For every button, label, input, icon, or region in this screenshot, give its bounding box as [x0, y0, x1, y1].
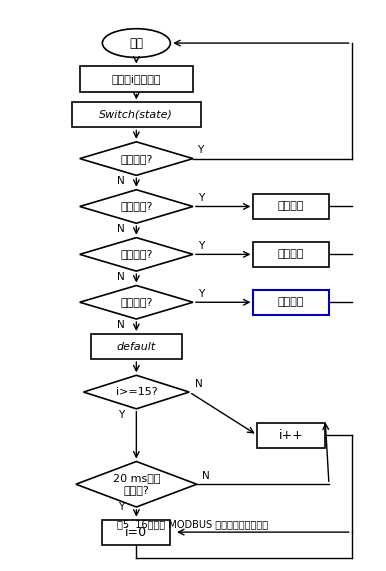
Bar — [72, 102, 201, 127]
Bar — [91, 334, 182, 359]
Text: 错误处理: 错误处理 — [278, 297, 305, 307]
Text: Y: Y — [118, 502, 124, 512]
Text: i=0: i=0 — [125, 526, 147, 538]
Text: 端口空闲?: 端口空闲? — [120, 154, 152, 164]
Text: 接收超时?: 接收超时? — [120, 250, 152, 259]
Polygon shape — [80, 190, 193, 223]
Text: Y: Y — [197, 145, 204, 155]
Text: i>=15?: i>=15? — [115, 387, 157, 397]
Text: Y: Y — [198, 289, 205, 299]
Polygon shape — [76, 461, 197, 507]
Text: 20 ms定时
时间到?: 20 ms定时 时间到? — [113, 473, 160, 495]
Text: N: N — [195, 379, 203, 389]
Text: N: N — [117, 320, 125, 330]
Bar — [254, 194, 329, 219]
Text: N: N — [117, 272, 125, 282]
Text: 开始: 开始 — [129, 37, 143, 50]
Text: Y: Y — [118, 410, 124, 420]
Bar — [80, 66, 193, 91]
Polygon shape — [80, 286, 193, 319]
Text: Y: Y — [198, 193, 205, 203]
Text: N: N — [202, 471, 210, 481]
Text: Y: Y — [198, 241, 205, 251]
Text: 接收成功?: 接收成功? — [120, 202, 152, 211]
Text: N: N — [117, 176, 125, 186]
Text: 图5  16个端口 MODBUS 通信主制程序流程图: 图5 16个端口 MODBUS 通信主制程序流程图 — [117, 519, 269, 529]
Text: i++: i++ — [279, 429, 303, 441]
Text: 超时处理: 超时处理 — [278, 250, 305, 259]
Polygon shape — [83, 375, 189, 409]
Ellipse shape — [102, 29, 170, 58]
Polygon shape — [80, 238, 193, 271]
Bar — [257, 423, 325, 448]
Text: 读取第i端口状态: 读取第i端口状态 — [112, 74, 161, 84]
Text: default: default — [117, 341, 156, 352]
Bar — [254, 242, 329, 267]
Text: 接收错误?: 接收错误? — [120, 297, 152, 307]
Text: Switch(state): Switch(state) — [100, 110, 173, 120]
Polygon shape — [80, 142, 193, 175]
Text: 数据处理: 数据处理 — [278, 202, 305, 211]
Text: N: N — [117, 224, 125, 234]
Bar — [102, 520, 170, 545]
Bar — [254, 289, 329, 315]
